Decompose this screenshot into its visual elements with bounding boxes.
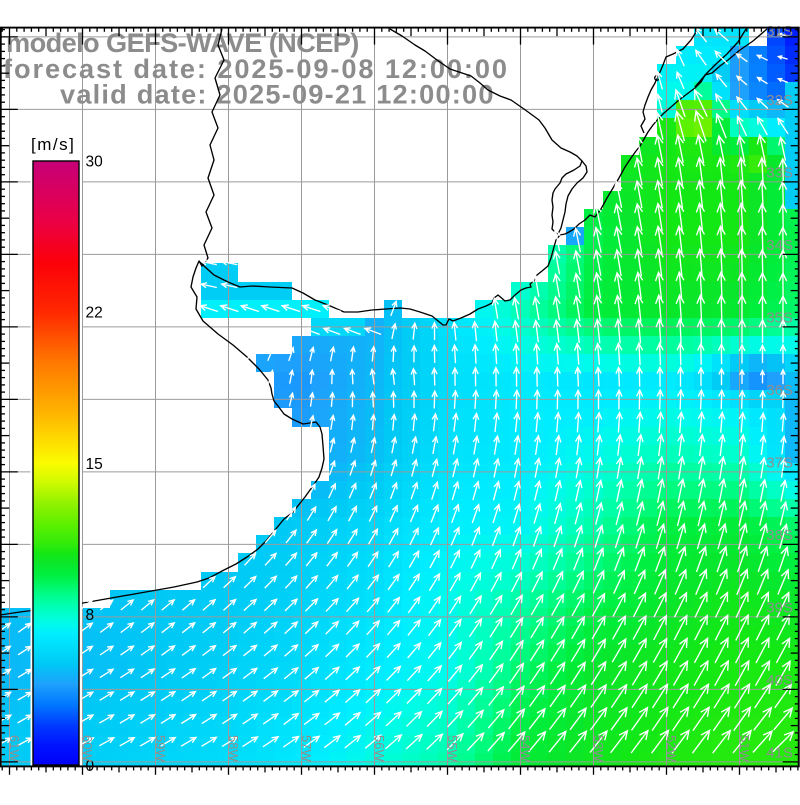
svg-text:52W: 52W [664, 735, 679, 762]
svg-text:61W: 61W [7, 735, 22, 762]
svg-text:33S: 33S [766, 164, 793, 181]
svg-text:22: 22 [86, 305, 103, 322]
svg-text:30: 30 [86, 154, 104, 171]
svg-text:37S: 37S [766, 454, 793, 471]
svg-text:forecast date: 2025-09-08 12:0: forecast date: 2025-09-08 12:00:00 [3, 53, 509, 84]
svg-text:53W: 53W [591, 735, 606, 762]
svg-text:36S: 36S [766, 382, 793, 399]
svg-text:[m/s]: [m/s] [31, 135, 75, 154]
svg-text:35S: 35S [766, 309, 793, 326]
svg-text:valid date: 2025-09-21 12:00:0: valid date: 2025-09-21 12:00:00 [60, 79, 495, 110]
svg-text:modelo GEFS-WAVE (NCEP): modelo GEFS-WAVE (NCEP) [6, 27, 359, 58]
svg-text:8: 8 [86, 607, 95, 624]
svg-text:15: 15 [86, 456, 103, 473]
svg-text:41S: 41S [766, 744, 793, 761]
svg-text:56W: 56W [372, 735, 387, 762]
svg-text:32S: 32S [766, 92, 793, 109]
svg-text:57W: 57W [299, 735, 314, 762]
svg-text:51W: 51W [737, 735, 752, 762]
svg-text:60W: 60W [80, 735, 95, 762]
svg-text:40S: 40S [766, 672, 793, 689]
svg-text:58W: 58W [226, 735, 241, 762]
svg-text:34S: 34S [766, 237, 793, 254]
svg-text:55W: 55W [445, 735, 460, 762]
svg-text:59W: 59W [153, 735, 168, 762]
svg-text:38S: 38S [766, 527, 793, 544]
svg-text:54W: 54W [518, 735, 533, 762]
svg-text:39S: 39S [766, 599, 793, 616]
